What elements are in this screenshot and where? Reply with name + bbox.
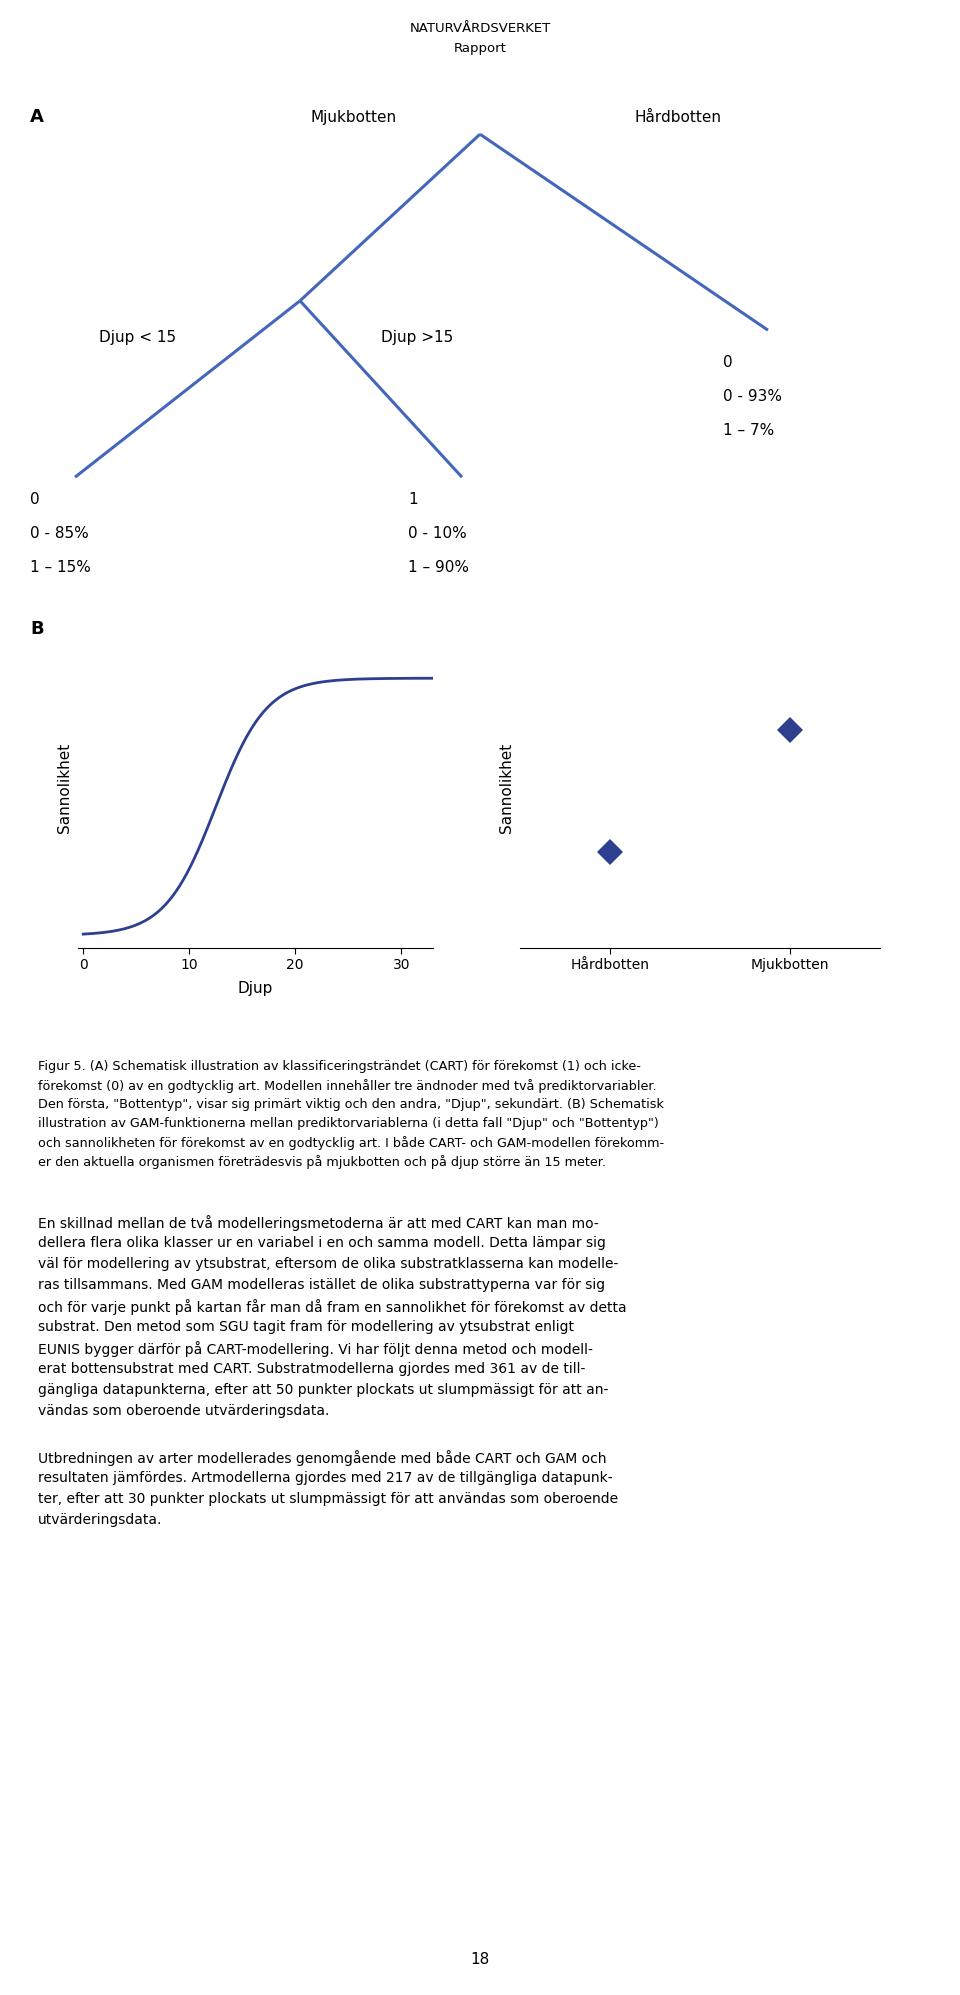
Text: vändas som oberoende utvärderingsdata.: vändas som oberoende utvärderingsdata.	[38, 1404, 329, 1418]
Text: gängliga datapunkterna, efter att 50 punkter plockats ut slumpmässigt för att an: gängliga datapunkterna, efter att 50 pun…	[38, 1383, 609, 1396]
Text: substrat. Den metod som SGU tagit fram för modellering av ytsubstrat enligt: substrat. Den metod som SGU tagit fram f…	[38, 1321, 574, 1335]
Text: 0: 0	[30, 493, 39, 507]
Text: Utbredningen av arter modellerades genomgående med både CART och GAM och: Utbredningen av arter modellerades genom…	[38, 1450, 607, 1466]
Text: 0 - 93%: 0 - 93%	[723, 389, 782, 405]
Text: er den aktuella organismen företrädesvis på mjukbotten och på djup större än 15 : er den aktuella organismen företrädesvis…	[38, 1155, 606, 1169]
Text: utvärderingsdata.: utvärderingsdata.	[38, 1512, 162, 1526]
Text: och för varje punkt på kartan får man då fram en sannolikhet för förekomst av de: och för varje punkt på kartan får man då…	[38, 1299, 627, 1315]
Text: väl för modellering av ytsubstrat, eftersom de olika substratklasserna kan model: väl för modellering av ytsubstrat, efter…	[38, 1257, 618, 1271]
Text: ter, efter att 30 punkter plockats ut slumpmässigt för att användas som oberoend: ter, efter att 30 punkter plockats ut sl…	[38, 1492, 618, 1506]
Text: 1 – 90%: 1 – 90%	[408, 561, 469, 575]
Y-axis label: Sannolikhet: Sannolikhet	[58, 742, 72, 834]
Text: 18: 18	[470, 1951, 490, 1967]
Text: A: A	[30, 108, 44, 126]
Text: NATURVÅRDSVERKET: NATURVÅRDSVERKET	[409, 22, 551, 36]
Text: och sannolikheten för förekomst av en godtycklig art. I både CART- och GAM-model: och sannolikheten för förekomst av en go…	[38, 1135, 664, 1149]
Text: Mjukbotten: Mjukbotten	[311, 110, 397, 124]
Text: resultaten jämfördes. Artmodellerna gjordes med 217 av de tillgängliga datapunk-: resultaten jämfördes. Artmodellerna gjor…	[38, 1470, 612, 1484]
Text: Djup < 15: Djup < 15	[100, 329, 177, 345]
Text: förekomst (0) av en godtycklig art. Modellen innehåller tre ändnoder med två pre: förekomst (0) av en godtycklig art. Mode…	[38, 1079, 657, 1093]
Text: 1 – 15%: 1 – 15%	[30, 561, 91, 575]
Text: 1 – 7%: 1 – 7%	[723, 423, 775, 439]
Text: EUNIS bygger därför på CART-modellering. Vi har följt denna metod och modell-: EUNIS bygger därför på CART-modellering.…	[38, 1341, 593, 1357]
Text: erat bottensubstrat med CART. Substratmodellerna gjordes med 361 av de till-: erat bottensubstrat med CART. Substratmo…	[38, 1363, 586, 1377]
Text: Hårdbotten: Hårdbotten	[635, 110, 722, 124]
Text: Djup >15: Djup >15	[381, 329, 453, 345]
Text: dellera flera olika klasser ur en variabel i en och samma modell. Detta lämpar s: dellera flera olika klasser ur en variab…	[38, 1237, 606, 1251]
Text: ras tillsammans. Med GAM modelleras istället de olika substrattyperna var för si: ras tillsammans. Med GAM modelleras istä…	[38, 1279, 605, 1293]
Y-axis label: Sannolikhet: Sannolikhet	[499, 742, 515, 834]
Text: Rapport: Rapport	[453, 42, 507, 56]
X-axis label: Djup: Djup	[238, 982, 274, 996]
Text: 0 - 85%: 0 - 85%	[30, 527, 88, 541]
Text: 0 - 10%: 0 - 10%	[408, 527, 467, 541]
Text: Den första, "Bottentyp", visar sig primärt viktig och den andra, "Djup", sekundä: Den första, "Bottentyp", visar sig primä…	[38, 1097, 664, 1111]
Text: B: B	[30, 620, 43, 638]
Text: 0: 0	[723, 355, 732, 369]
Text: illustration av GAM-funktionerna mellan prediktorvariablerna (i detta fall "Djup: illustration av GAM-funktionerna mellan …	[38, 1117, 659, 1129]
Text: En skillnad mellan de två modelleringsmetoderna är att med CART kan man mo-: En skillnad mellan de två modelleringsme…	[38, 1215, 599, 1231]
Text: Figur 5. (A) Schematisk illustration av klassificeringsträndet (CART) för föreko: Figur 5. (A) Schematisk illustration av …	[38, 1059, 641, 1073]
Text: 1: 1	[408, 493, 418, 507]
